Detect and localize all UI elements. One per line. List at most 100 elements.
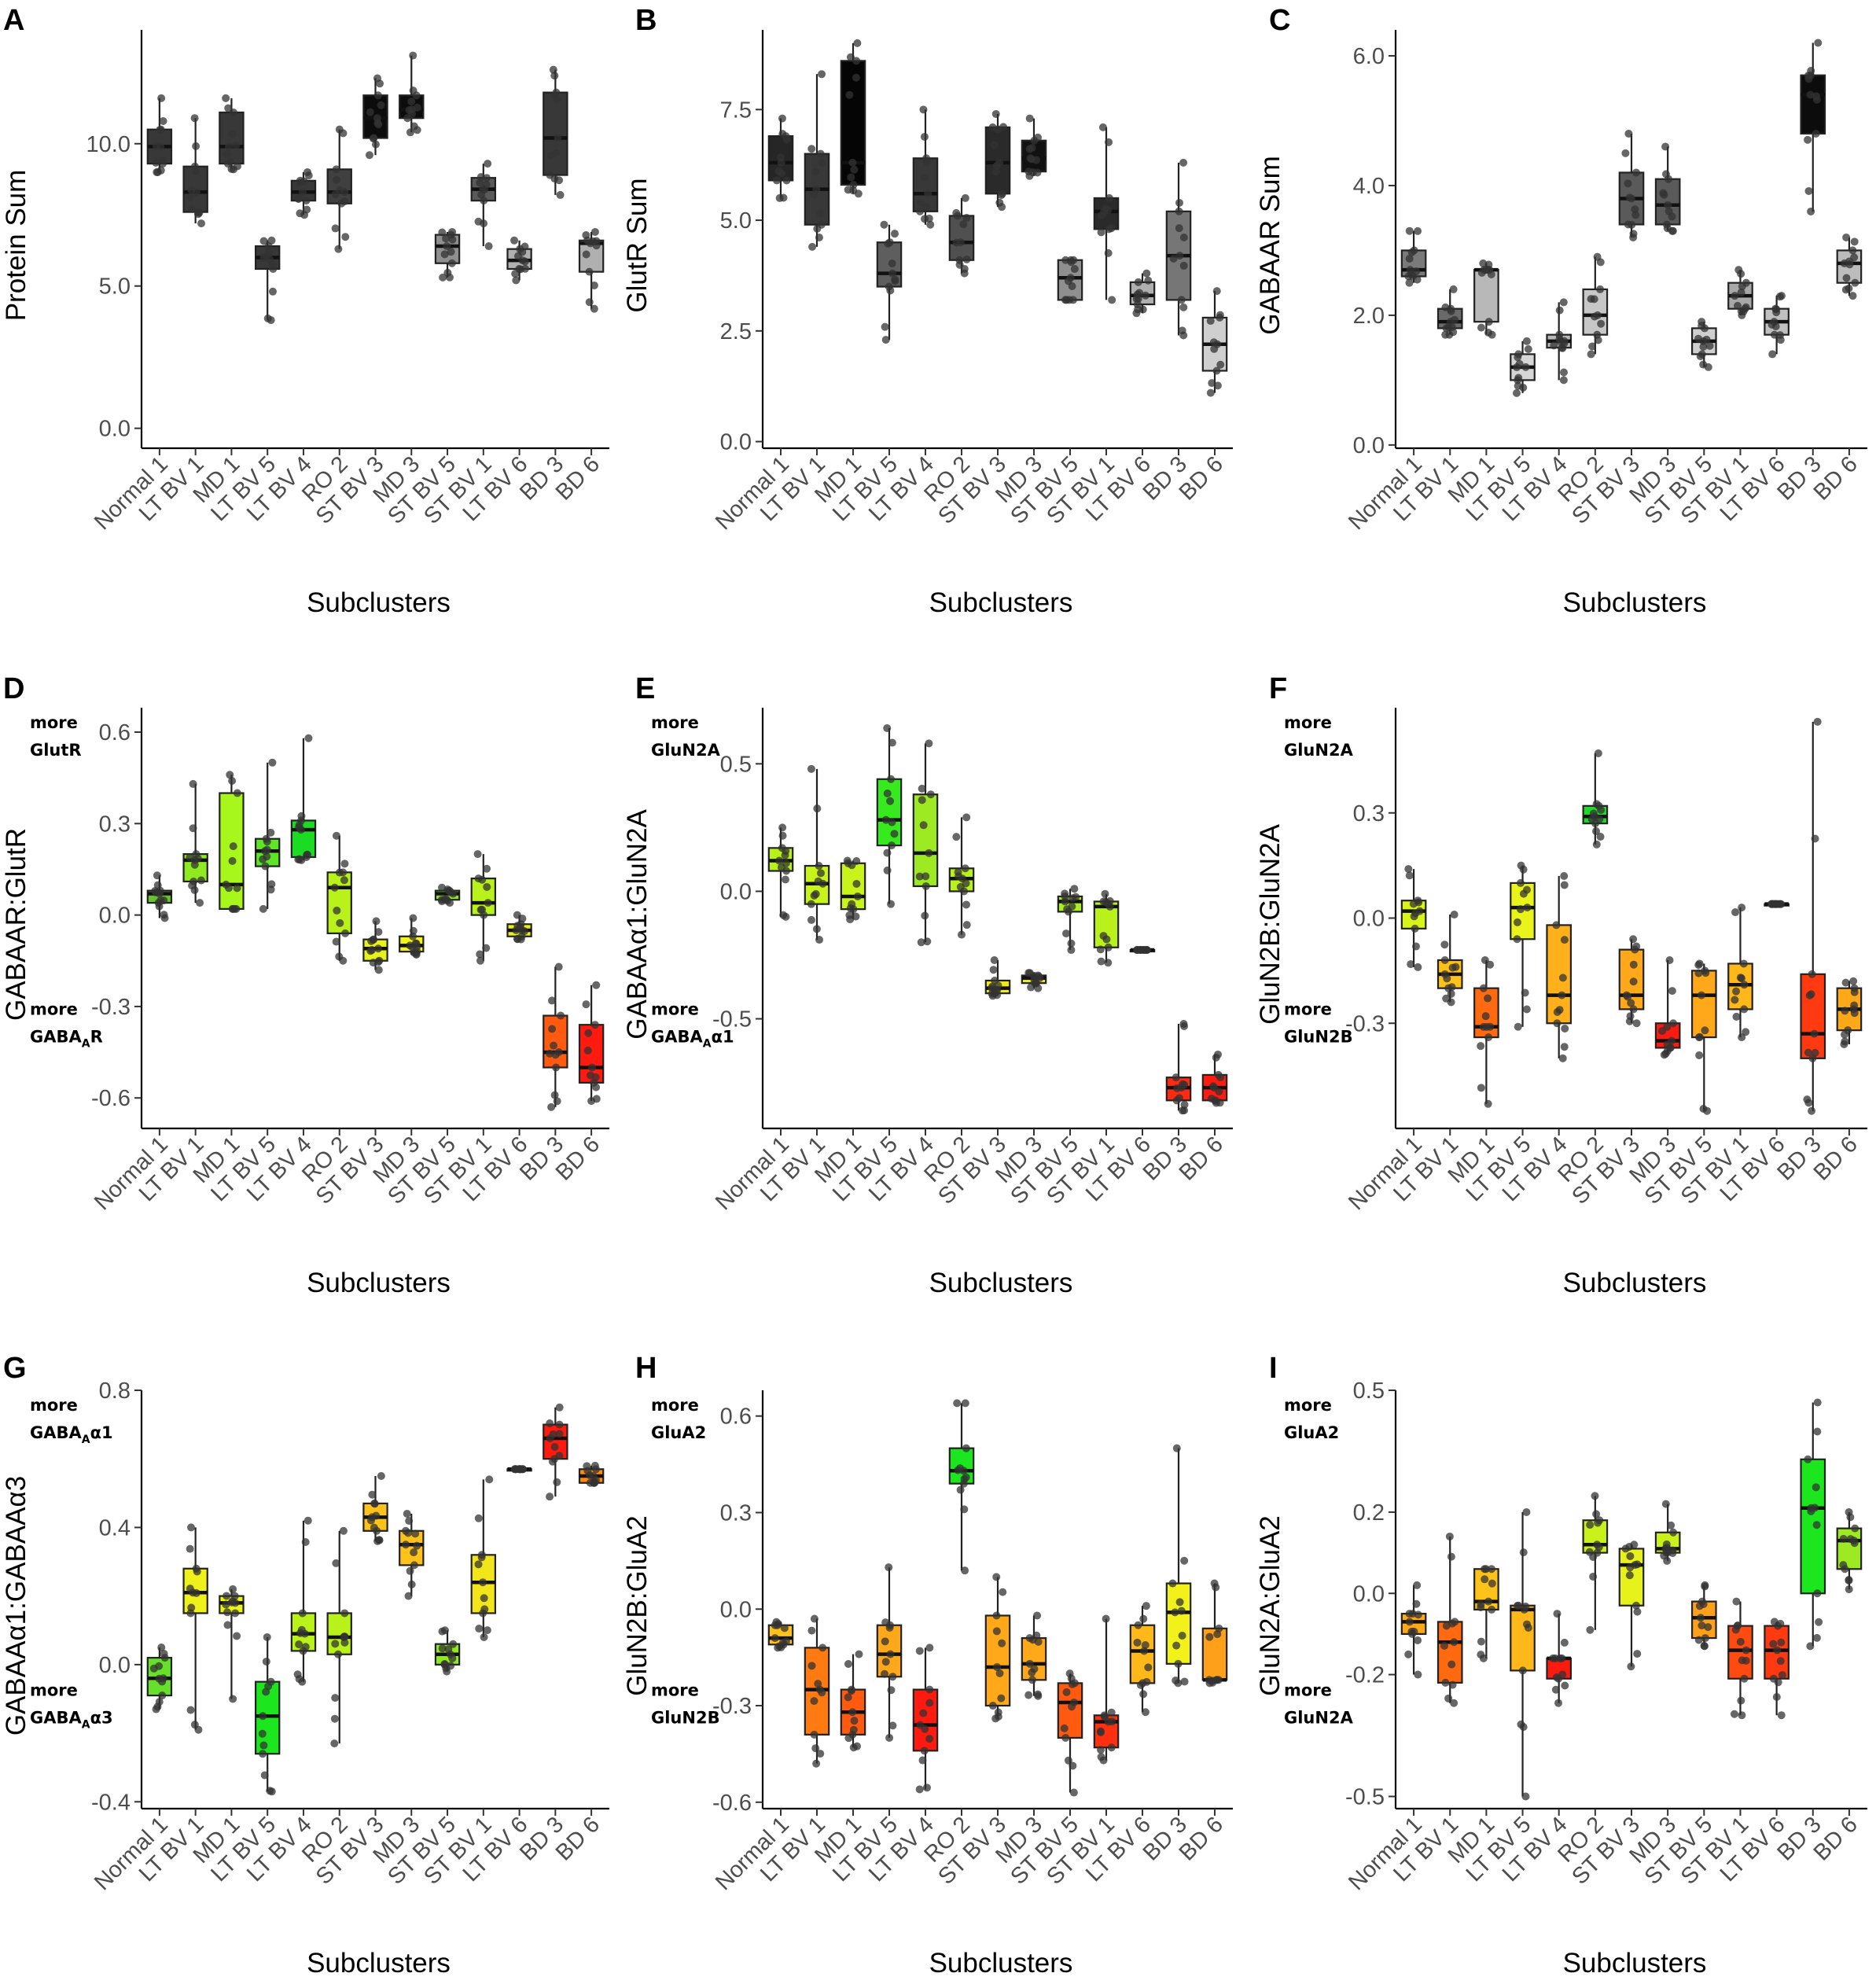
data-point	[1447, 1552, 1455, 1561]
data-point	[1104, 959, 1113, 967]
annotation-bottom-part: GluN2A	[1284, 1708, 1354, 1727]
data-point	[1484, 328, 1493, 337]
data-point	[1587, 350, 1595, 359]
data-point	[818, 1644, 827, 1652]
data-point	[227, 164, 236, 173]
data-point	[1102, 935, 1111, 944]
data-point	[546, 1049, 554, 1058]
annotation-top-word: more	[651, 713, 699, 732]
box-ro-2	[326, 125, 352, 253]
data-point	[377, 101, 385, 109]
data-point	[1179, 261, 1188, 270]
data-point	[1179, 233, 1188, 241]
data-point	[1738, 1711, 1746, 1720]
data-point	[1772, 1692, 1781, 1701]
data-point	[1694, 334, 1703, 343]
data-point	[1522, 1005, 1531, 1014]
data-point	[888, 260, 896, 268]
data-point	[259, 237, 268, 245]
data-point	[259, 1741, 268, 1750]
data-point	[1104, 943, 1113, 952]
y-tick-label: 2.5	[720, 319, 752, 344]
box-bd-6	[1201, 1050, 1228, 1107]
data-point	[1812, 1521, 1821, 1529]
y-tick-label: 0.3	[720, 1501, 752, 1526]
data-point	[1488, 1579, 1496, 1588]
data-point	[1414, 1670, 1422, 1679]
data-point	[1216, 1073, 1225, 1082]
data-point	[267, 828, 275, 837]
data-point	[1177, 1607, 1186, 1615]
data-point	[1694, 1636, 1703, 1644]
box-lt-bv-6	[506, 1465, 532, 1474]
data-point	[303, 850, 311, 859]
data-point	[1812, 129, 1820, 138]
data-point	[994, 981, 1002, 990]
data-point	[1589, 809, 1598, 818]
annotation-top-word: more	[30, 713, 78, 732]
data-point	[774, 167, 783, 175]
data-point	[296, 1629, 304, 1637]
data-point	[476, 173, 485, 182]
data-point	[1172, 1641, 1181, 1650]
data-point	[887, 775, 896, 783]
data-point	[483, 864, 491, 873]
data-point	[1632, 942, 1641, 951]
y-tick-label: 0.8	[99, 1378, 131, 1404]
data-point	[547, 1102, 556, 1111]
data-point	[992, 1611, 1001, 1620]
y-axis-title: GluN2B:GluA2	[622, 1515, 653, 1696]
data-point	[1447, 989, 1455, 998]
data-point	[1668, 226, 1676, 235]
y-tick-label: 0.6	[720, 1404, 752, 1430]
data-point	[1732, 1012, 1741, 1021]
data-point	[924, 190, 932, 198]
data-point	[1097, 1753, 1105, 1761]
data-point	[1070, 265, 1079, 274]
data-point	[1140, 1647, 1149, 1655]
box-body	[1800, 973, 1826, 1059]
data-point	[1442, 994, 1451, 1003]
data-point	[888, 818, 896, 826]
box-lt-bv-5	[1510, 337, 1536, 397]
data-point	[1213, 1630, 1222, 1639]
data-point	[1770, 330, 1779, 339]
data-point	[590, 1461, 599, 1470]
y-tick-label: 6.0	[1353, 44, 1385, 69]
data-point	[447, 889, 456, 897]
data-point	[1481, 1575, 1489, 1584]
data-point	[923, 937, 932, 946]
y-tick-label: 0.0	[720, 1597, 752, 1622]
data-point	[1441, 1678, 1450, 1687]
data-point	[1444, 1694, 1453, 1702]
data-point	[1851, 1524, 1859, 1533]
data-point	[440, 895, 449, 904]
data-point	[1553, 1610, 1561, 1618]
data-point	[922, 1783, 931, 1792]
data-point	[1696, 352, 1705, 361]
data-point	[1665, 956, 1674, 964]
data-point	[1845, 1576, 1853, 1585]
data-point	[1522, 1507, 1531, 1516]
data-point	[301, 1643, 310, 1651]
data-point	[1664, 207, 1673, 215]
data-point	[775, 856, 784, 865]
data-point	[1067, 946, 1076, 955]
data-point	[1142, 1677, 1151, 1686]
data-point	[1414, 226, 1422, 235]
data-point	[548, 996, 557, 1005]
box-normal-1	[146, 871, 173, 922]
y-tick-label: 0.0	[1353, 907, 1385, 932]
y-tick-label: 5.0	[720, 208, 752, 234]
data-point	[189, 779, 197, 788]
panel-I: I-0.5-0.20.00.20.5GluN2A:GluA2moreGluA2m…	[1255, 1352, 1867, 1978]
data-point	[1514, 374, 1523, 382]
data-point	[1839, 1561, 1848, 1570]
annotation-top-target: GluA2	[651, 1423, 706, 1442]
data-point	[1180, 1556, 1189, 1565]
data-point	[1025, 114, 1034, 123]
y-tick-label: -0.2	[1345, 1663, 1385, 1688]
data-point	[782, 1637, 790, 1646]
data-point	[554, 134, 562, 142]
box-st-bv-3	[362, 917, 388, 974]
